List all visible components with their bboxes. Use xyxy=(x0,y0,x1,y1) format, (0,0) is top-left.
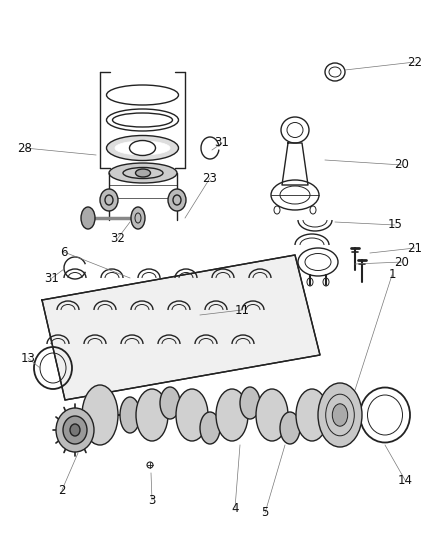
Ellipse shape xyxy=(131,207,145,229)
Ellipse shape xyxy=(70,424,80,436)
Text: 6: 6 xyxy=(60,246,68,259)
Text: 1: 1 xyxy=(388,269,396,281)
Ellipse shape xyxy=(136,389,168,441)
Ellipse shape xyxy=(109,163,177,183)
Text: 5: 5 xyxy=(261,506,268,520)
Ellipse shape xyxy=(63,416,87,444)
Ellipse shape xyxy=(56,408,94,452)
Ellipse shape xyxy=(280,412,300,444)
Text: 13: 13 xyxy=(21,351,35,365)
Text: 28: 28 xyxy=(18,141,32,155)
Text: 4: 4 xyxy=(231,502,239,514)
Ellipse shape xyxy=(332,404,348,426)
Text: 31: 31 xyxy=(45,271,60,285)
Text: 23: 23 xyxy=(202,172,217,184)
Text: 21: 21 xyxy=(407,241,423,254)
Ellipse shape xyxy=(82,385,118,445)
Text: 3: 3 xyxy=(148,494,155,506)
Text: 14: 14 xyxy=(398,473,413,487)
Ellipse shape xyxy=(81,207,95,229)
Ellipse shape xyxy=(115,141,170,155)
Ellipse shape xyxy=(240,387,260,419)
Text: 15: 15 xyxy=(388,219,403,231)
Ellipse shape xyxy=(318,383,362,447)
Ellipse shape xyxy=(160,387,180,419)
Ellipse shape xyxy=(120,397,140,433)
Text: 11: 11 xyxy=(234,303,250,317)
Ellipse shape xyxy=(168,189,186,211)
Ellipse shape xyxy=(106,135,179,160)
Text: 2: 2 xyxy=(58,483,66,497)
Text: 20: 20 xyxy=(395,158,410,172)
Ellipse shape xyxy=(200,412,220,444)
Text: 22: 22 xyxy=(407,55,423,69)
Ellipse shape xyxy=(256,389,288,441)
Ellipse shape xyxy=(216,389,248,441)
Polygon shape xyxy=(42,255,320,400)
Ellipse shape xyxy=(135,169,151,177)
Ellipse shape xyxy=(296,389,328,441)
Ellipse shape xyxy=(176,389,208,441)
Text: 20: 20 xyxy=(395,255,410,269)
Ellipse shape xyxy=(100,189,118,211)
Text: 31: 31 xyxy=(215,136,230,149)
Text: 32: 32 xyxy=(110,231,125,245)
